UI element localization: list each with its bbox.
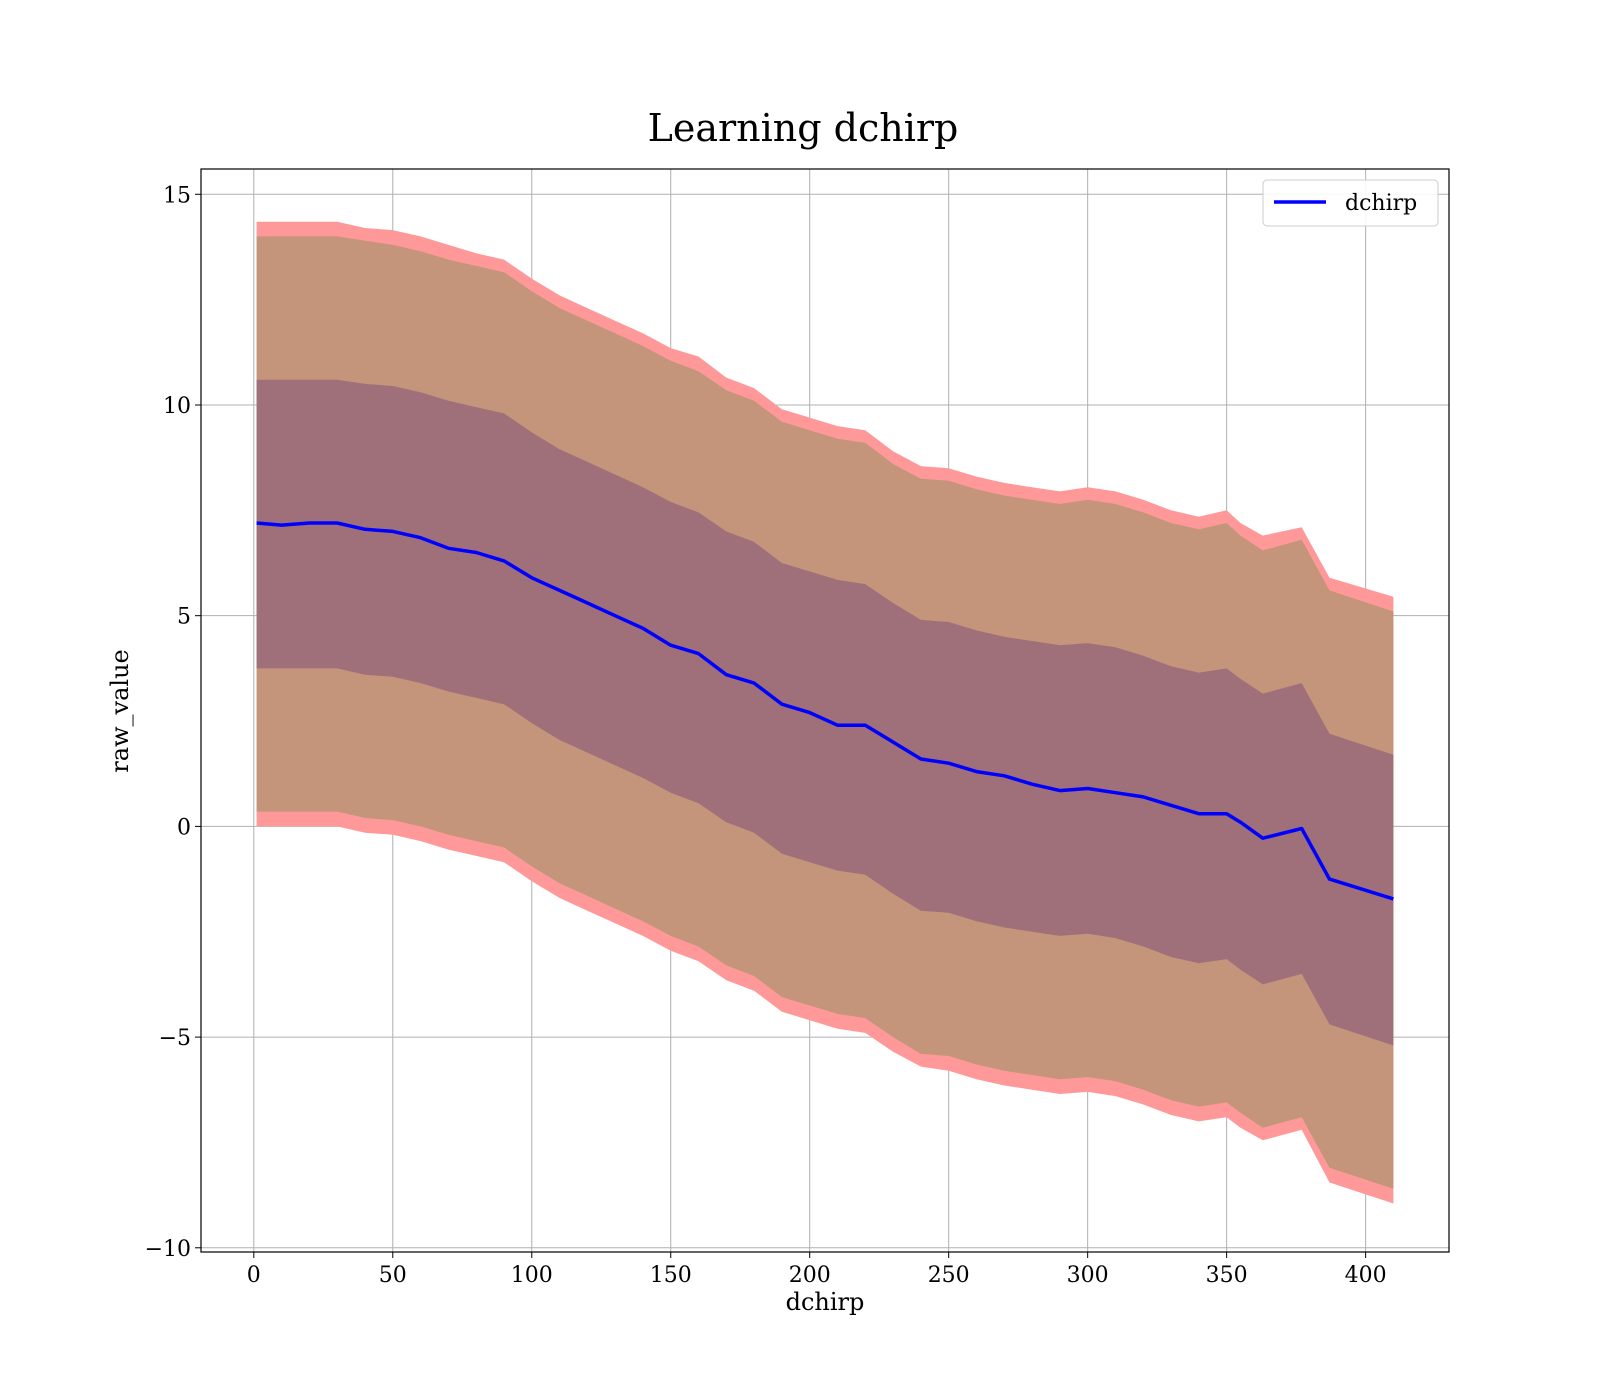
x-tick-label: 350 <box>1206 1263 1248 1288</box>
legend: dchirp <box>1262 179 1439 227</box>
x-tick-label: 400 <box>1345 1263 1387 1288</box>
x-tick-label: 0 <box>247 1263 261 1288</box>
x-tick-label: 250 <box>928 1263 970 1288</box>
y-tick-label: 5 <box>177 605 191 630</box>
x-ticks: 0 50 100 150 200 250 300 350 400 <box>247 1252 1387 1288</box>
x-tick-label: 300 <box>1067 1263 1109 1288</box>
x-tick-label: 50 <box>379 1263 407 1288</box>
chart-title: Learning dchirp <box>648 106 959 150</box>
x-axis-label: dchirp <box>786 1288 865 1316</box>
one-sigma-band <box>256 379 1394 1046</box>
bands <box>256 221 1394 1204</box>
y-tick-label: −10 <box>145 1237 191 1262</box>
x-tick-label: 150 <box>650 1263 692 1288</box>
y-tick-label: 10 <box>163 394 191 419</box>
plot-frame <box>200 168 1450 1253</box>
y-ticks: −10 −5 0 5 10 15 <box>145 183 201 1262</box>
legend-label: dchirp <box>1345 191 1417 216</box>
y-tick-label: 0 <box>177 815 191 840</box>
mean-line <box>256 521 1394 901</box>
x-tick-label: 200 <box>789 1263 831 1288</box>
y-tick-label: 15 <box>163 183 191 208</box>
x-tick-label: 100 <box>511 1263 553 1288</box>
legend-box <box>1262 179 1439 227</box>
y-tick-label: −5 <box>159 1026 191 1051</box>
y-axis-label: raw_value <box>106 649 134 773</box>
